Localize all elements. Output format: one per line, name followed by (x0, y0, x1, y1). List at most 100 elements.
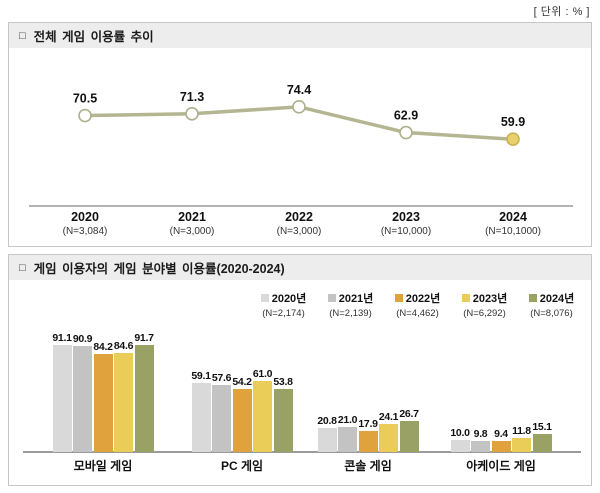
legend-item: 2022년 (N=4,462) (384, 290, 451, 319)
line-chart-body: 70.5 71.3 74.4 62.9 59.9 2020 (N=3,084) 2021 (N… (9, 48, 591, 246)
bar-chart-baseline (23, 451, 581, 453)
x-axis-tick: 2023 (N=10,000) (351, 210, 461, 237)
bar: 91.7 (134, 332, 154, 452)
line-value-label: 71.3 (180, 90, 204, 104)
legend-label: 2021년 (317, 290, 384, 306)
line-marker (399, 125, 413, 140)
bar-chart-panel: □ 게임 이용자의 게임 분야별 이용률(2020-2024) 2020년 (N=… (8, 254, 592, 486)
bar-chart-title: 게임 이용자의 게임 분야별 이용률(2020-2024) (33, 262, 285, 276)
legend-label: 2020년 (250, 290, 317, 306)
legend-swatch-icon (461, 294, 470, 302)
bar: 9.4 (491, 428, 511, 452)
bar: 59.1 (191, 370, 211, 452)
line-marker (506, 132, 520, 147)
legend-label: 2023년 (451, 290, 518, 306)
legend-sample-size: (N=2,139) (329, 308, 372, 319)
x-axis-tick: 2022 (N=3,000) (244, 210, 354, 237)
legend-sample-size: (N=2,174) (262, 308, 305, 319)
legend-label: 2022년 (384, 290, 451, 306)
bar: 15.1 (532, 421, 552, 452)
line-chart-panel: □ 전체 게임 이용률 추이 70.5 71.3 74.4 62.9 59.9 2020… (8, 22, 592, 247)
bar: 11.8 (512, 425, 531, 452)
bar-value-label: 59.1 (191, 369, 211, 382)
square-bullet-icon: □ (19, 261, 26, 274)
x-axis-year-label: 2024 (499, 210, 527, 224)
legend-series-name: 2024년 (539, 293, 575, 305)
bar-group: 10.0 9.8 9.4 11.8 15.1 (448, 280, 554, 452)
legend-swatch-icon (528, 294, 537, 302)
bar-value-label: 61.0 (252, 367, 273, 380)
bar: 57.6 (212, 372, 231, 452)
bar: 17.9 (358, 418, 378, 452)
bar-value-label: 53.8 (273, 376, 293, 389)
bar-value-label: 91.7 (134, 331, 154, 344)
line-value-label: 74.4 (287, 83, 311, 97)
x-axis-sample-size: (N=10,000) (380, 226, 432, 237)
line-value-label: 70.5 (73, 92, 97, 106)
bar-value-label: 20.8 (317, 414, 337, 427)
line-chart-svg: 70.5 71.3 74.4 62.9 59.9 (29, 83, 573, 207)
legend-series-name: 2021년 (338, 293, 374, 305)
bar: 53.8 (273, 376, 293, 452)
x-axis-year-label: 2021 (178, 210, 206, 224)
bar-category-label: 모바일 게임 (73, 459, 133, 473)
legend-label: 2024년 (518, 290, 585, 306)
bar-value-label: 24.1 (378, 410, 399, 423)
bar-category-label: 아케이드 게임 (466, 459, 536, 473)
bar-value-label: 84.6 (113, 340, 134, 352)
line-marker (78, 108, 92, 123)
bar-value-label: 90.9 (72, 332, 93, 345)
line-chart-header: □ 전체 게임 이용률 추이 (9, 23, 591, 48)
bar-value-label: 26.7 (399, 407, 419, 420)
x-axis-sample-size: (N=10,1000) (485, 226, 541, 237)
x-axis-tick: 2024 (N=10,1000) (458, 210, 568, 237)
bar: 20.8 (317, 415, 337, 452)
bar-chart-header: □ 게임 이용자의 게임 분야별 이용률(2020-2024) (9, 255, 591, 280)
legend-swatch-icon (394, 294, 403, 302)
bar-value-label: 10.0 (450, 427, 470, 440)
bar-value-label: 9.8 (473, 427, 488, 440)
x-axis-sample-size: (N=3,000) (169, 226, 215, 237)
bar: 9.8 (471, 428, 490, 452)
legend-item: 2020년 (N=2,174) (250, 290, 317, 319)
legend-swatch-icon (327, 294, 336, 302)
bar-category-label: 콘솔 게임 (344, 459, 392, 473)
x-axis-year-label: 2023 (392, 210, 420, 224)
legend-sample-size: (N=6,292) (463, 308, 506, 319)
bar-value-label: 17.9 (358, 418, 378, 431)
bar-chart-plot: 91.1 90.9 84.2 84.6 91.7 모바일 게임 59.1 57.6 54.2 61… (9, 280, 591, 485)
square-bullet-icon: □ (19, 29, 26, 42)
bar: 54.2 (232, 376, 252, 452)
bar: 26.7 (399, 408, 419, 452)
bar-value-label: 57.6 (211, 371, 232, 384)
bar-value-label: 11.8 (512, 425, 531, 438)
x-axis-sample-size: (N=3,000) (276, 226, 322, 237)
bar-value-label: 54.2 (232, 375, 252, 388)
legend-series-name: 2023년 (472, 293, 508, 305)
line-chart-title: 전체 게임 이용률 추이 (33, 30, 154, 44)
bar-group: 59.1 57.6 54.2 61.0 53.8 (189, 280, 295, 452)
bar: 24.1 (379, 411, 398, 452)
bar-value-label: 91.1 (52, 332, 72, 345)
line-value-label: 62.9 (394, 109, 418, 123)
x-axis-year-label: 2022 (285, 210, 313, 224)
bar-group: 20.8 21.0 17.9 24.1 26.7 (315, 280, 421, 452)
line-marker (185, 106, 199, 121)
unit-label: [ 단위 : % ] (533, 6, 590, 18)
x-axis-sample-size: (N=3,084) (62, 226, 108, 237)
bar: 21.0 (338, 414, 357, 452)
bar-chart-legend: 2020년 (N=2,174) 2021년 (N=2,139) 2022년 (N=4,46… (250, 290, 585, 319)
bar-category-label: PC 게임 (220, 459, 264, 473)
line-value-label: 59.9 (501, 115, 525, 129)
bar: 84.2 (93, 341, 113, 452)
legend-series-name: 2022년 (405, 293, 441, 305)
bar-value-label: 15.1 (532, 421, 552, 434)
bar-value-label: 21.0 (337, 414, 358, 427)
bar: 91.1 (52, 332, 72, 452)
legend-item: 2023년 (N=6,292) (451, 290, 518, 319)
x-axis-tick: 2020 (N=3,084) (30, 210, 140, 237)
bar: 84.6 (114, 340, 133, 452)
bar-group: 91.1 90.9 84.2 84.6 91.7 (50, 280, 156, 452)
bar: 61.0 (253, 368, 272, 452)
x-axis-tick: 2021 (N=3,000) (137, 210, 247, 237)
